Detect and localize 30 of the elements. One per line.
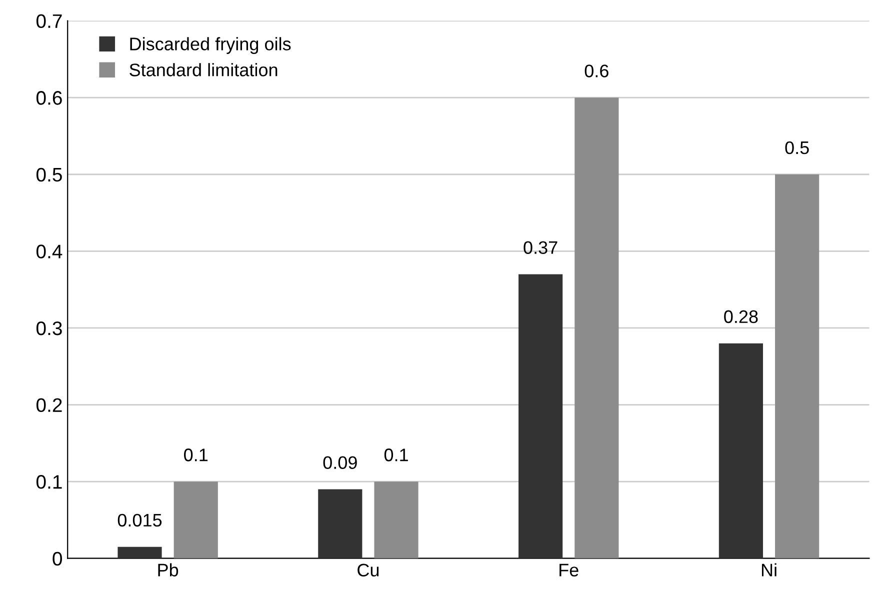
x-tick-label: Fe xyxy=(560,564,578,576)
bar xyxy=(718,343,764,558)
data-label: 0.09 xyxy=(323,456,357,470)
data-label: 0.1 xyxy=(384,448,408,462)
bar xyxy=(318,489,362,558)
data-label: 0.1 xyxy=(184,448,208,462)
data-label: 0.28 xyxy=(724,310,758,324)
data-label: 0.5 xyxy=(785,141,809,154)
y-tick-label: 0.2 xyxy=(36,398,62,412)
bar xyxy=(118,546,162,558)
bar xyxy=(174,482,218,558)
x-tick-label: Pb xyxy=(158,563,178,576)
data-label: 0.37 xyxy=(524,241,558,254)
data-label: 0.6 xyxy=(584,64,608,78)
bar xyxy=(775,174,820,558)
bar xyxy=(374,482,418,558)
bar xyxy=(574,98,619,558)
y-tick-label: 0.3 xyxy=(36,321,62,336)
y-tick-label: 0 xyxy=(52,552,62,566)
y-tick-label: 0.6 xyxy=(36,91,62,105)
x-tick-label: Ni xyxy=(762,563,776,576)
legend-label: Standard limitation xyxy=(130,63,278,76)
y-tick-label: 0.5 xyxy=(36,168,62,182)
x-tick-label: Cu xyxy=(358,564,379,576)
data-label: 0.015 xyxy=(118,514,162,527)
y-tick-label: 0.4 xyxy=(36,244,62,258)
y-tick-label: 0.1 xyxy=(36,475,62,489)
y-tick-label: 0.7 xyxy=(36,14,62,28)
bar xyxy=(518,274,563,558)
legend-label: Discarded frying oils xyxy=(130,37,291,54)
